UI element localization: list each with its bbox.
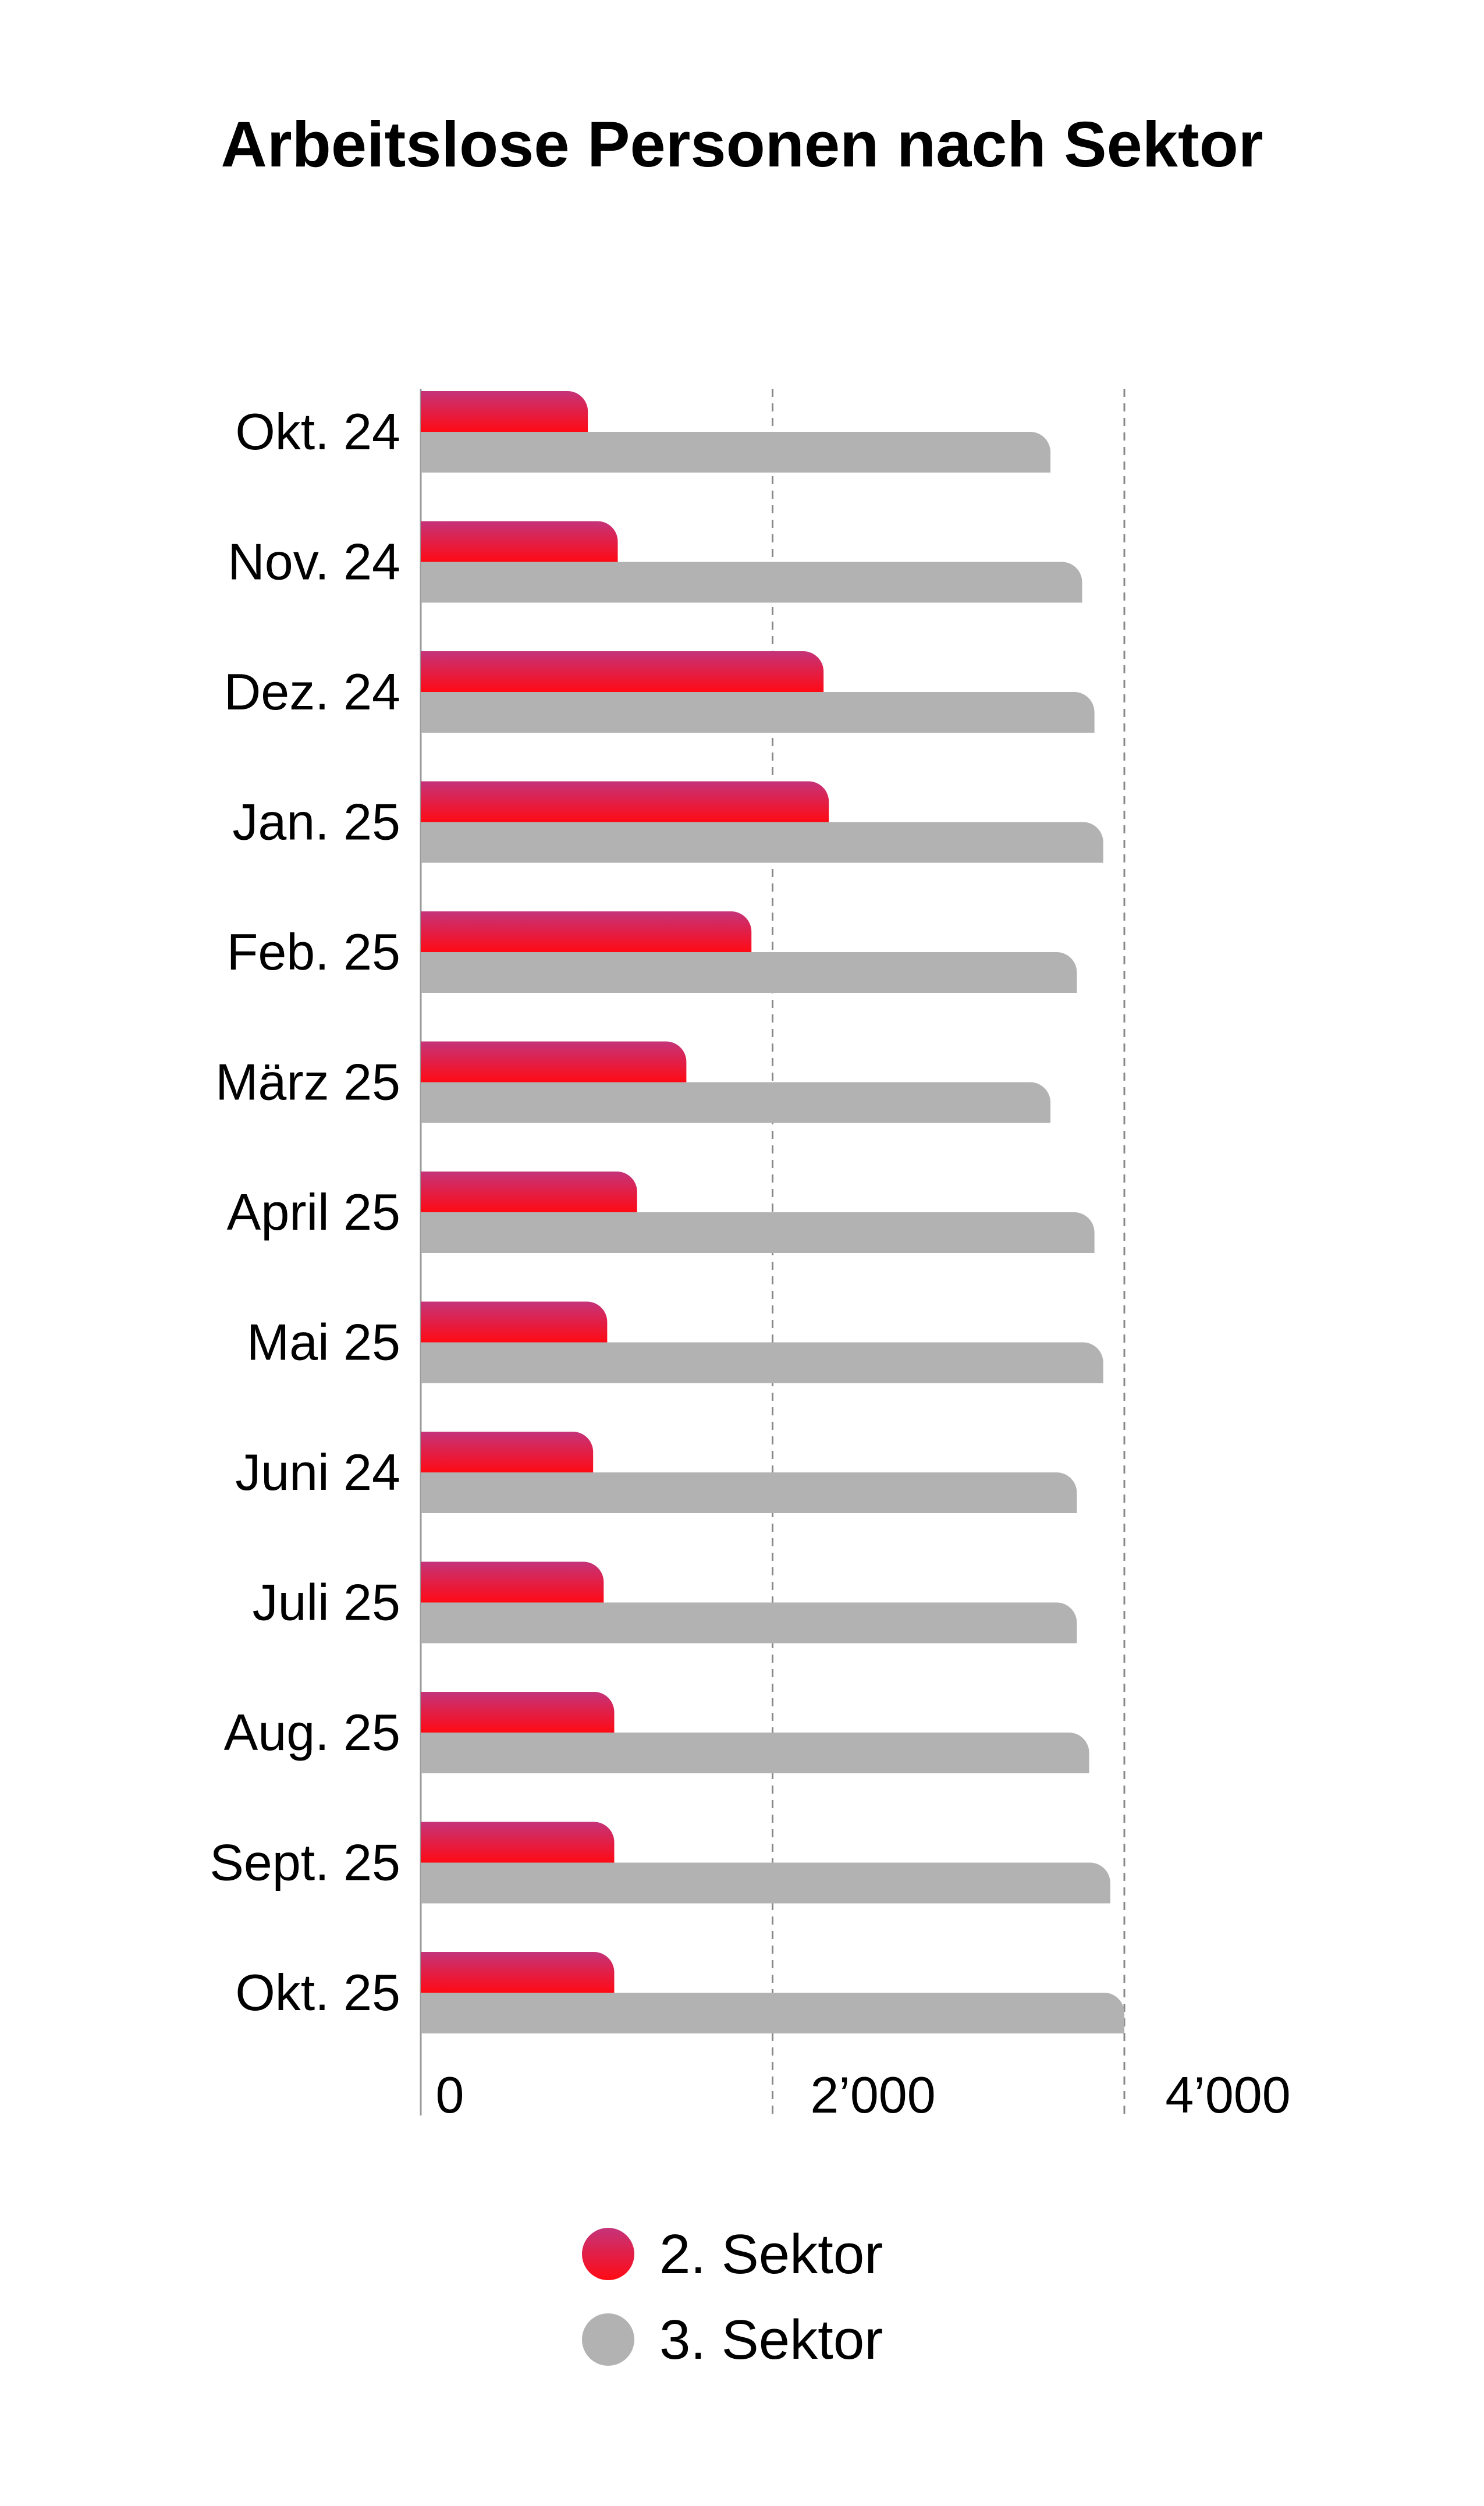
category-label: Nov. 24 (228, 533, 400, 591)
category-label: April 25 (227, 1183, 400, 1241)
bar-sektor2 (421, 1172, 637, 1212)
bar-sektor3 (421, 692, 1095, 733)
tick-label: 2’000 (810, 2066, 935, 2124)
bar-sektor3 (421, 952, 1077, 993)
legend-marker-sektor2 (582, 2228, 634, 2280)
category-label: Jan. 25 (232, 793, 400, 851)
category-label: März 25 (215, 1053, 400, 1111)
bar-sektor2 (421, 1432, 594, 1472)
category-label: Juli 25 (253, 1574, 400, 1631)
category-label: Aug. 25 (224, 1703, 400, 1761)
bar-sektor2 (421, 1822, 615, 1863)
bar-sektor3 (421, 1212, 1095, 1253)
bar-sektor2 (421, 781, 829, 822)
bar-sektor2 (421, 1952, 615, 1993)
legend-label-sektor3: 3. Sektor (659, 2309, 883, 2371)
bar-sektor3 (421, 1993, 1124, 2033)
bar-sektor3 (421, 432, 1051, 473)
category-label: Dez. 24 (224, 663, 400, 720)
x-axis-ticks: 0 2’000 4’000 (436, 2066, 1291, 2124)
tick-label: 4’000 (1165, 2066, 1290, 2124)
bar-sektor3 (421, 822, 1103, 863)
category-label: Feb. 25 (227, 923, 400, 981)
legend-marker-sektor3 (582, 2313, 634, 2366)
bar-sektor2 (421, 1692, 615, 1733)
category-labels: Okt. 24 Nov. 24 Dez. 24 Jan. 25 Feb. 25 März … (210, 403, 400, 2021)
bar-sektor3 (421, 562, 1082, 603)
bar-sektor3 (421, 1862, 1110, 1904)
category-label: Okt. 24 (235, 403, 400, 460)
bar-sektor2 (421, 1561, 604, 1603)
bar-sektor3 (421, 1472, 1077, 1513)
tick-label: 0 (436, 2066, 464, 2124)
bar-sektor3 (421, 1342, 1103, 1383)
bar-sektor2 (421, 1041, 687, 1082)
bars-layer (421, 391, 1124, 2033)
category-label: Sept. 25 (210, 1834, 400, 1891)
legend: 2. Sektor 3. Sektor (582, 2223, 883, 2371)
bar-sektor2 (421, 651, 824, 692)
bar-sektor3 (421, 1602, 1077, 1644)
category-label: Okt. 25 (235, 1964, 400, 2021)
bar-sektor2 (421, 911, 752, 952)
bar-sektor2 (421, 391, 588, 432)
bar-sektor2 (421, 521, 618, 562)
category-label: Mai 25 (247, 1314, 400, 1371)
bar-sektor3 (421, 1733, 1089, 1773)
category-label: Juni 24 (235, 1443, 400, 1501)
legend-label-sektor2: 2. Sektor (659, 2223, 883, 2285)
bar-sektor2 (421, 1301, 608, 1343)
chart-title: Arbeitslose Personen nach Sektor (221, 109, 1263, 180)
bar-sektor3 (421, 1082, 1051, 1123)
